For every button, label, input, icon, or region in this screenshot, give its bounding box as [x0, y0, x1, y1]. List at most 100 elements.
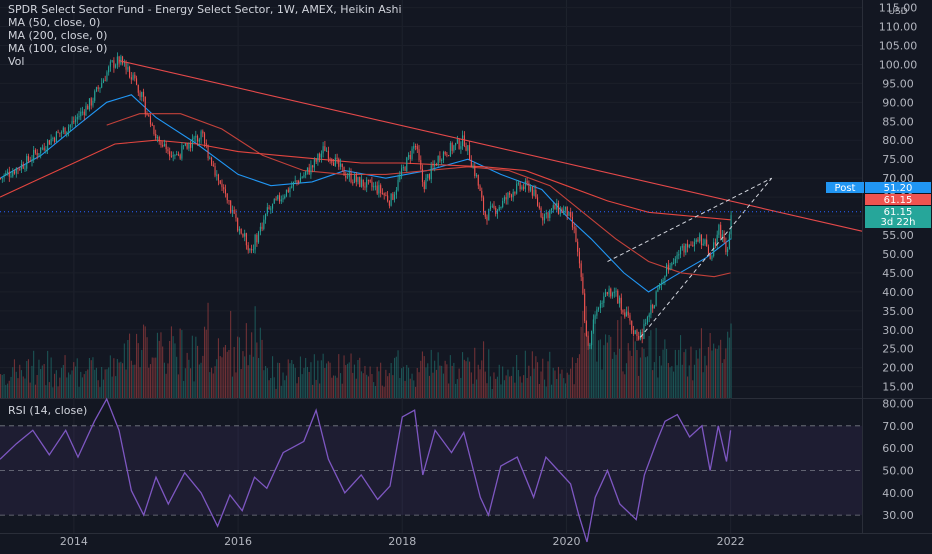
volume-bar — [678, 349, 680, 398]
volume-bar — [272, 356, 274, 398]
candle-body — [535, 190, 537, 198]
volume-bar — [217, 338, 219, 398]
volume-bar — [102, 379, 104, 398]
volume-bar — [242, 351, 244, 398]
candle-body — [265, 213, 267, 220]
candle-body — [728, 234, 730, 249]
candle-body — [680, 247, 682, 255]
rsi-legend[interactable]: RSI (14, close) — [8, 404, 88, 417]
volume-bar — [652, 370, 654, 398]
price-tick-label: 75.00 — [882, 153, 914, 166]
price-tick-label: 30.00 — [882, 324, 914, 337]
candle-body — [577, 241, 579, 252]
candle-body — [472, 165, 474, 168]
candle-body — [333, 162, 335, 166]
volume-bar — [603, 345, 605, 398]
candle-body — [549, 210, 551, 218]
volume-bar — [167, 363, 169, 398]
candle-body — [10, 176, 12, 178]
volume-bar — [594, 311, 596, 398]
candle-body — [538, 205, 540, 208]
rsi-line — [0, 397, 732, 543]
ma200-legend[interactable]: MA (200, close, 0) — [8, 29, 108, 42]
volume-bar — [149, 364, 151, 398]
volume-bar — [261, 339, 263, 398]
candle-body — [217, 174, 219, 181]
candle-body — [33, 150, 35, 160]
candle-body — [48, 140, 50, 145]
volume-bar — [36, 375, 38, 398]
chart-title[interactable]: SPDR Select Sector Fund - Energy Select … — [8, 3, 402, 16]
candle-body — [505, 197, 507, 200]
volume-bar — [252, 356, 254, 398]
volume-bar — [380, 362, 382, 398]
candle-body — [441, 160, 443, 161]
candle-body — [212, 164, 214, 166]
candle-body — [193, 137, 195, 139]
volume-bar — [101, 367, 103, 398]
candle-body — [256, 234, 258, 243]
volume-bar — [592, 325, 594, 398]
volume-bar — [533, 368, 535, 398]
candle-body — [498, 207, 500, 211]
volume-bar — [544, 379, 546, 398]
candle-body — [474, 165, 476, 176]
candle-body — [449, 143, 451, 156]
candle-body — [99, 87, 101, 89]
candle-body — [19, 169, 21, 171]
volume-bar — [216, 359, 218, 398]
volume-bar — [402, 366, 404, 398]
candle-body — [331, 158, 333, 163]
candle-body — [294, 180, 296, 182]
volume-bar — [45, 385, 47, 398]
volume-bar — [432, 372, 434, 398]
candle-body — [242, 233, 244, 237]
candle-body — [571, 216, 573, 228]
volume-bar — [568, 374, 570, 398]
vol-legend[interactable]: Vol — [8, 55, 25, 68]
volume-bar — [17, 378, 19, 398]
ma100-legend[interactable]: MA (100, close, 0) — [8, 42, 108, 55]
candle-body — [470, 160, 472, 168]
volume-bar — [268, 380, 270, 398]
candle-body — [170, 156, 172, 158]
volume-bar — [209, 372, 211, 398]
volume-bar — [183, 380, 185, 398]
candle-body — [144, 96, 146, 114]
volume-bar — [69, 374, 71, 398]
volume-bar — [643, 348, 645, 398]
volume-bar — [648, 336, 650, 398]
volume-bar — [143, 324, 145, 398]
candle-body — [34, 150, 36, 153]
volume-bar — [240, 369, 242, 398]
volume-bar — [730, 323, 732, 398]
volume-bar — [34, 384, 36, 398]
candle-body — [143, 91, 145, 97]
volume-bar — [456, 379, 458, 398]
candle-body — [226, 193, 228, 201]
candle-body — [716, 234, 718, 245]
candle-body — [380, 185, 382, 193]
time-tick-label: 2022 — [717, 535, 745, 548]
candle-body — [285, 189, 287, 197]
candle-body — [723, 234, 725, 243]
price-tick-label: 55.00 — [882, 229, 914, 242]
candle-body — [43, 147, 45, 150]
volume-bar — [683, 352, 685, 398]
candle-body — [547, 212, 549, 218]
volume-bar — [620, 316, 622, 398]
volume-bar — [362, 373, 364, 398]
price-tick-label: 100.00 — [879, 58, 918, 71]
volume-bar — [477, 364, 479, 398]
volume-bar — [327, 361, 329, 398]
candle-body — [653, 305, 655, 309]
volume-bar — [191, 335, 193, 398]
price-tick-label: 80.00 — [882, 134, 914, 147]
volume-bar — [251, 332, 253, 398]
candle-body — [404, 167, 406, 171]
ma50-legend[interactable]: MA (50, close, 0) — [8, 16, 101, 29]
candle-body — [303, 175, 305, 178]
candle-body — [401, 168, 403, 177]
